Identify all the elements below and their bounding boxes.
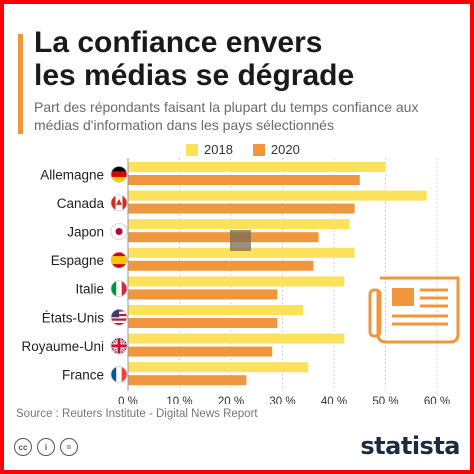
bar-2018 [128, 276, 345, 287]
title-accent-bar [18, 34, 23, 134]
bar-2020 [128, 232, 319, 243]
italy-flag-icon [111, 280, 127, 297]
usa-flag-icon [111, 309, 127, 326]
flag-border [110, 251, 128, 269]
statista-logo: statista [360, 432, 460, 460]
page-title: La confiance envers les médias se dégrad… [34, 26, 454, 92]
overlay-marker [230, 230, 251, 251]
x-tick-label: 60 % [424, 396, 450, 404]
bar-2018 [128, 190, 427, 201]
bar-chart: 0 % 10 % 20 % 30 % 40 % 50 % 60 % Allemagne Cana… [21, 158, 460, 404]
legend-swatch-2018 [186, 143, 198, 156]
nd-icon: = [60, 438, 78, 456]
flag-border [110, 280, 128, 298]
title-line-2: les médias se dégrade [34, 59, 355, 92]
bar-2020 [128, 318, 278, 328]
category-label: Royaume-Uni [21, 339, 104, 354]
flag-border [110, 337, 128, 355]
category-label: Japon [67, 225, 104, 240]
flag-border [110, 366, 128, 383]
legend-swatch-2020 [252, 143, 265, 156]
x-tick-label: 50 % [372, 396, 398, 404]
x-tick-label: 20 % [218, 396, 244, 404]
legend-label-2018: 2018 [204, 142, 233, 157]
source-note: Source : Reuters Institute - Digital New… [16, 408, 258, 420]
chart-subtitle: Part des répondants faisant la plupart d… [34, 99, 419, 133]
flag-border [110, 223, 128, 240]
japan-flag-icon [111, 223, 127, 240]
bar-2020 [128, 260, 314, 271]
spain-flag-icon [111, 252, 127, 269]
category-label: États-Unis [42, 310, 105, 325]
category-label: Italie [75, 282, 104, 297]
uk-flag-icon [111, 337, 127, 354]
x-tick-label: 40 % [321, 396, 347, 404]
chart-legend: 2018 2020 [186, 142, 320, 157]
bar-2018 [128, 333, 345, 344]
bar-2018 [128, 219, 350, 230]
legend-label-2020: 2020 [270, 142, 300, 157]
x-tick-label: 0 % [118, 396, 138, 404]
flag-border [110, 165, 128, 183]
bar-2020 [128, 346, 273, 357]
flag-border [110, 194, 128, 212]
flag-border [110, 308, 128, 326]
bar-2020 [128, 175, 360, 185]
bar-2018 [128, 162, 386, 172]
bar-2018 [128, 305, 304, 315]
category-label: Espagne [51, 253, 104, 268]
category-label: France [62, 368, 104, 383]
title-line-1: La confiance envers [34, 26, 323, 59]
canada-flag-icon [111, 194, 127, 211]
category-label: Canada [57, 196, 105, 211]
germany-flag-icon [111, 166, 127, 183]
bar-2018 [128, 247, 355, 258]
license-icons: cc i = [14, 438, 83, 456]
legend-item-2018: 2018 [186, 142, 233, 157]
bar-2020 [128, 203, 355, 214]
cc-icon: cc [14, 438, 32, 456]
france-flag-icon [111, 366, 127, 383]
infographic-card: La confiance envers les médias se dégrad… [4, 4, 470, 470]
x-tick-label: 10 % [166, 396, 192, 404]
x-tick-label: 30 % [269, 396, 295, 404]
by-icon: i [37, 438, 55, 456]
newspaper-icon [368, 276, 460, 344]
legend-item-2020: 2020 [252, 142, 300, 157]
bar-2020 [128, 289, 278, 300]
bar-2020 [128, 375, 247, 386]
category-label: Allemagne [40, 167, 104, 182]
bar-2018 [128, 362, 309, 373]
